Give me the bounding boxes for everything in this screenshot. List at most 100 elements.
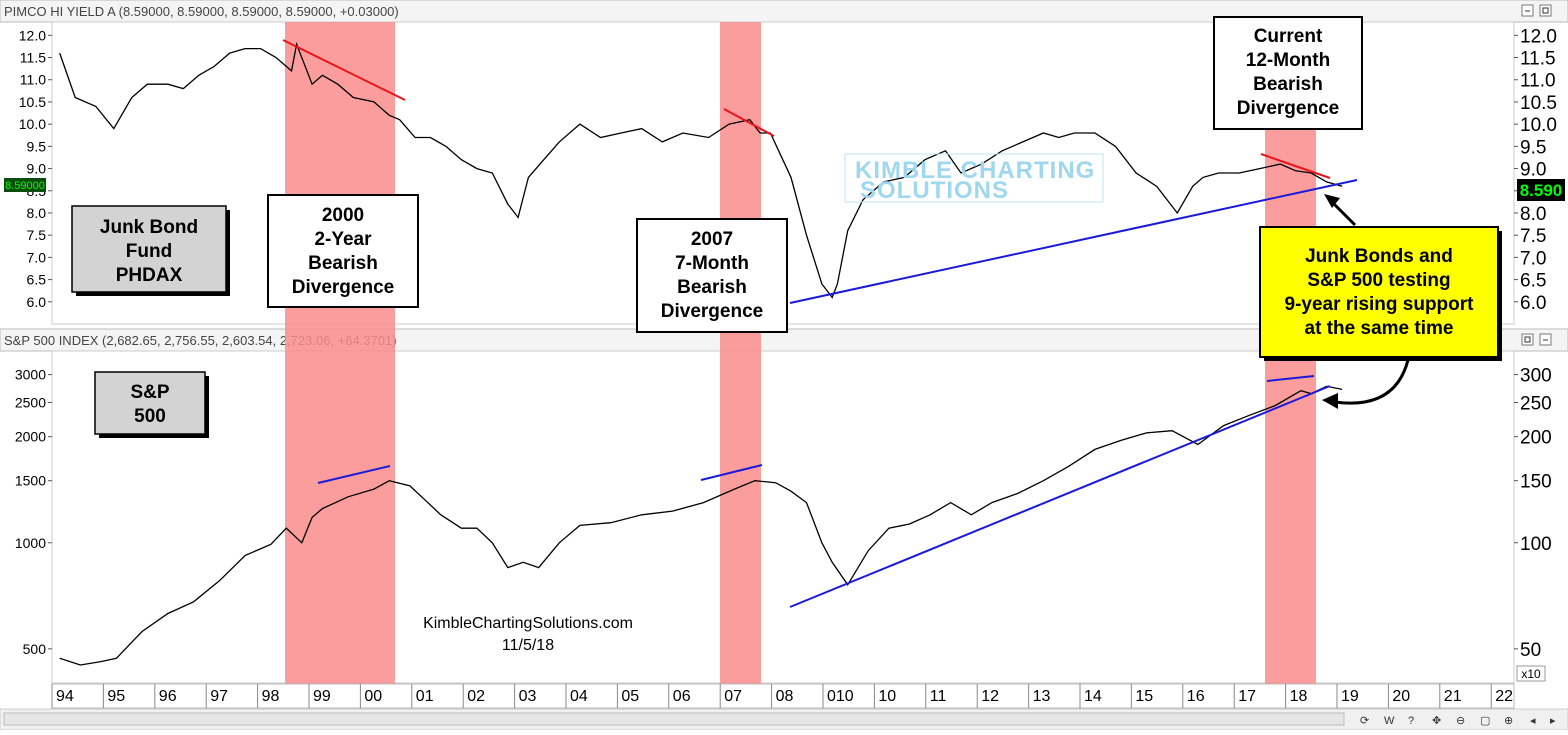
x-axis-label: 99	[313, 688, 331, 705]
bottom-left-y-axis: 500 1000 1500 2000 2500 3000	[15, 367, 52, 657]
callout-arrows	[1322, 194, 1410, 409]
x-axis-label: 07	[724, 688, 742, 705]
sp500-label-line2: 500	[134, 406, 166, 427]
annotation-current-line2: 12-Month	[1246, 50, 1330, 71]
pan-icon[interactable]: ✥	[1432, 715, 1441, 727]
sp500-label-line1: S&P	[130, 382, 169, 403]
top-right-tick-label: 11.0	[1520, 71, 1556, 92]
annotation-current-line3: Bearish	[1253, 74, 1323, 95]
x-axis-label: 06	[673, 688, 691, 705]
x-axis-label: 15	[1135, 688, 1153, 705]
x-axis-label: 14	[1084, 688, 1102, 705]
top-left-tick-label: 8.0	[27, 205, 47, 221]
top-left-tick-label: 7.0	[27, 249, 47, 265]
bottom-left-tick-label: 2000	[15, 429, 46, 445]
watermark: KIMBLE CHARTING SOLUTIONS	[844, 153, 1104, 204]
top-series-group	[59, 41, 1343, 299]
trend-blue-current-sp	[1266, 375, 1315, 382]
top-panel-window-buttons[interactable]	[1521, 4, 1552, 17]
scale-note-box	[1516, 665, 1546, 682]
x-axis-label: 05	[621, 688, 639, 705]
callout-box: Junk Bonds and S&P 500 testing 9-year ri…	[1259, 226, 1502, 361]
refresh-icon[interactable]: ⟳	[1360, 715, 1369, 727]
scale-note: x10	[1521, 667, 1541, 681]
junk-bond-label-line2: Fund	[126, 241, 172, 262]
callout-line2: S&P 500 testing	[1307, 270, 1450, 291]
bottom-panel-window-buttons[interactable]	[1521, 333, 1552, 346]
trend-blue-support-bottom	[789, 385, 1331, 608]
help-icon[interactable]: ?	[1408, 715, 1414, 727]
bottom-right-tick-label: 150	[1520, 472, 1552, 493]
arrow-curve-head	[1322, 393, 1338, 409]
top-left-tick-label: 10.0	[19, 116, 46, 132]
x-axis-label: 22	[1495, 688, 1513, 705]
top-left-tick-label: 11.5	[20, 50, 46, 66]
right-price-badge-bg	[1517, 179, 1565, 201]
x-axis-label: 96	[159, 688, 177, 705]
arrow-up-head	[1324, 194, 1340, 208]
sp500-price-line	[59, 385, 1343, 666]
x-axis-label: 95	[107, 688, 125, 705]
left-price-badge: 8.59000	[5, 180, 45, 192]
top-right-tick-label: 11.5	[1520, 49, 1556, 70]
top-left-tick-label: 7.5	[27, 227, 47, 243]
top-right-tick-label: 9.0	[1520, 160, 1546, 181]
horizontal-scrollbar[interactable]	[3, 712, 1345, 726]
bottom-left-tick-label: 3000	[15, 367, 46, 383]
x-axis-label: 01	[416, 688, 434, 705]
divergence-band-2007	[720, 22, 761, 708]
callout-line1: Junk Bonds and	[1305, 246, 1453, 267]
annotation-current-box: Current 12-Month Bearish Divergence	[1213, 16, 1363, 130]
bottom-right-tick-label: 50	[1520, 640, 1541, 661]
x-axis-label: 98	[262, 688, 280, 705]
zoom-box-icon[interactable]: ▢	[1480, 715, 1490, 727]
x-axis-label: 21	[1444, 688, 1462, 705]
x-axis-label: 11	[930, 688, 947, 705]
divergence-band-current	[1265, 22, 1316, 708]
x-axis-label: 13	[1033, 688, 1051, 705]
trend-red-2000	[282, 39, 406, 101]
trend-red-2007	[723, 108, 775, 137]
top-right-tick-label: 10.5	[1520, 93, 1557, 114]
top-right-tick-label: 8.0	[1520, 204, 1546, 225]
x-axis-label: 00	[364, 688, 382, 705]
left-price-badge-bg	[4, 178, 46, 192]
x-axis-label: 010	[827, 688, 854, 705]
annotation-2007-line4: Divergence	[661, 301, 763, 322]
top-panel-header: PIMCO HI YIELD A (8.59000, 8.59000, 8.59…	[4, 4, 399, 19]
top-left-tick-label: 9.5	[27, 138, 47, 154]
scroll-left-icon[interactable]: ◂	[1530, 715, 1536, 727]
annotation-2007-line2: 7-Month	[675, 253, 749, 274]
watermark-line1: KIMBLE CHARTING	[855, 157, 1095, 184]
trend-lines	[282, 39, 1358, 608]
bottom-left-tick-label: 1000	[15, 535, 46, 551]
x-axis-label: 18	[1290, 688, 1308, 705]
bottom-left-tick-label: 1500	[15, 473, 46, 489]
top-left-tick-label: 12.0	[19, 27, 46, 43]
annotation-2000-line1: 2000	[322, 205, 364, 226]
zoom-out-icon[interactable]: ⊖	[1456, 715, 1465, 727]
x-axis-label: 10	[878, 688, 896, 705]
x-axis-label: 20	[1392, 688, 1410, 705]
x-axis-label: 16	[1187, 688, 1205, 705]
scroll-right-icon[interactable]: ▸	[1550, 715, 1556, 727]
bottom-right-tick-label: 200	[1520, 428, 1552, 449]
weekly-button[interactable]: W	[1384, 715, 1395, 727]
junk-bond-label-box: Junk Bond Fund PHDAX	[71, 205, 230, 296]
zoom-in-icon[interactable]: ⊕	[1504, 715, 1513, 727]
bottom-left-tick-label: 500	[23, 641, 47, 657]
annotation-2000-line3: Bearish	[308, 253, 378, 274]
x-axis: 94 95 96 97 98 99 00 01 02 03 04 05 06 07 08 010 10 11 12 1…	[51, 684, 1513, 708]
top-left-tick-label: 9.0	[27, 161, 47, 177]
bottom-right-tick-label: 100	[1520, 534, 1552, 555]
bottom-right-y-axis: 50 100 150 200 250 300	[1514, 366, 1552, 661]
watermark-line2: SOLUTIONS	[860, 177, 1009, 204]
top-right-tick-label: 7.0	[1520, 248, 1546, 269]
zoom-controls: ⟳ W? ✥ ⊖ ▢ ⊕ ◂ ▸	[1360, 715, 1556, 727]
junk-bond-label-line1: Junk Bond	[100, 217, 198, 238]
x-axis-label: 97	[210, 688, 228, 705]
bottom-series-group	[59, 385, 1343, 666]
top-left-y-axis: 6.06.57.07.58.08.59.09.510.010.511.011.5…	[19, 27, 52, 310]
trend-blue-support-top	[789, 179, 1358, 304]
credit-site: KimbleChartingSolutions.com	[423, 615, 633, 632]
